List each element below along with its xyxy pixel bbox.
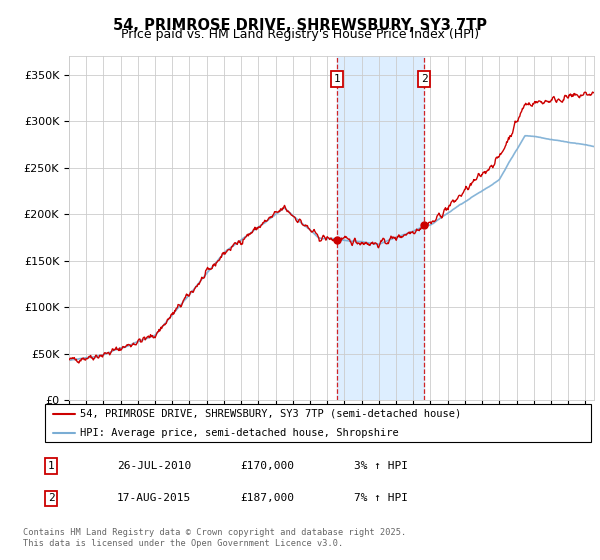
- Text: 54, PRIMROSE DRIVE, SHREWSBURY, SY3 7TP: 54, PRIMROSE DRIVE, SHREWSBURY, SY3 7TP: [113, 18, 487, 33]
- Text: 1: 1: [47, 461, 55, 471]
- Text: Price paid vs. HM Land Registry's House Price Index (HPI): Price paid vs. HM Land Registry's House …: [121, 28, 479, 41]
- Text: 2: 2: [47, 493, 55, 503]
- Text: £170,000: £170,000: [240, 461, 294, 471]
- Text: 54, PRIMROSE DRIVE, SHREWSBURY, SY3 7TP (semi-detached house): 54, PRIMROSE DRIVE, SHREWSBURY, SY3 7TP …: [80, 409, 462, 419]
- Text: 3% ↑ HPI: 3% ↑ HPI: [354, 461, 408, 471]
- Text: 1: 1: [334, 74, 340, 84]
- Text: 2: 2: [421, 74, 427, 84]
- Text: 17-AUG-2015: 17-AUG-2015: [117, 493, 191, 503]
- Text: Contains HM Land Registry data © Crown copyright and database right 2025.
This d: Contains HM Land Registry data © Crown c…: [23, 528, 406, 548]
- Text: 26-JUL-2010: 26-JUL-2010: [117, 461, 191, 471]
- Text: HPI: Average price, semi-detached house, Shropshire: HPI: Average price, semi-detached house,…: [80, 428, 399, 438]
- Bar: [337, 56, 424, 400]
- Text: 7% ↑ HPI: 7% ↑ HPI: [354, 493, 408, 503]
- Text: £187,000: £187,000: [240, 493, 294, 503]
